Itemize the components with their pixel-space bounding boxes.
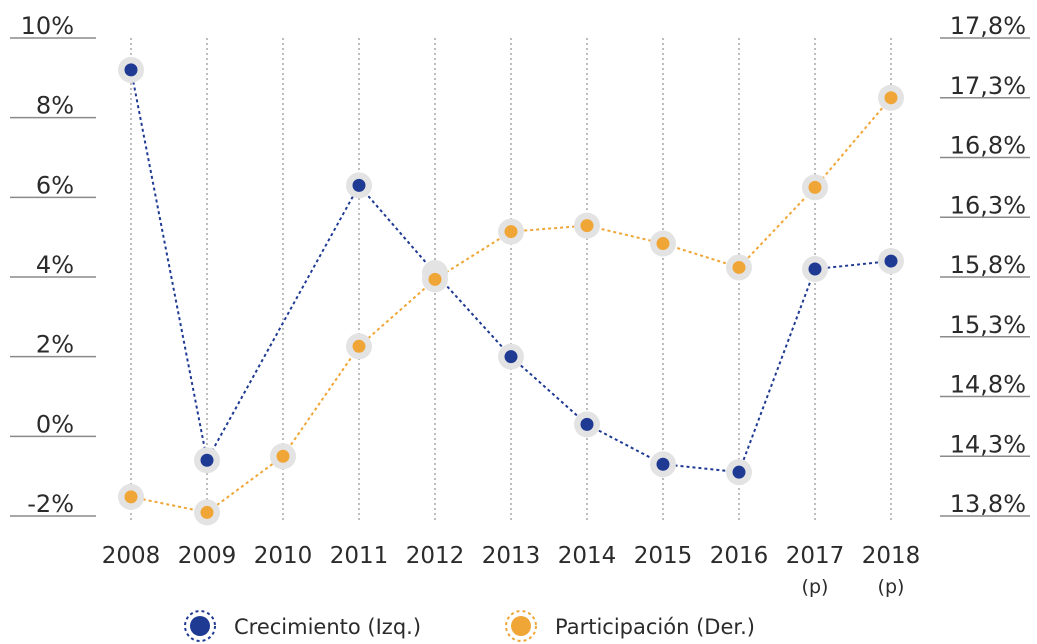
right-axis: 17,8% 17,3% 16,8% 16,3% 15,8% 15,3% 14,8% 14,3%…: [940, 12, 1030, 518]
right-axis-tick-label: 17,8%: [950, 12, 1026, 40]
point-crecimiento: [884, 254, 898, 268]
point-participacion: [884, 91, 898, 105]
right-axis-tick-label: 15,8%: [950, 251, 1026, 279]
series-layer: [118, 56, 904, 526]
point-participacion: [504, 225, 518, 239]
x-axis-tick-label: 2008: [102, 543, 161, 569]
x-axis-tick-label: 2018: [862, 543, 921, 569]
series-line-participacion: [130, 97, 892, 514]
x-axis-tick-label: 2009: [178, 543, 237, 569]
point-crecimiento: [352, 178, 366, 192]
right-axis-tick-label: 14,3%: [950, 430, 1026, 458]
x-axis-tick-label: 2011: [330, 543, 389, 569]
point-crecimiento: [200, 453, 214, 467]
point-participacion: [428, 272, 442, 286]
point-crecimiento: [580, 417, 594, 431]
legend-label-participacion: Participación (Der.): [555, 615, 755, 639]
vertical-gridlines: [130, 38, 892, 520]
series-line-crecimiento: [130, 69, 892, 474]
left-axis-tick-label: 4%: [36, 251, 74, 279]
right-axis-tick-label: 16,8%: [950, 132, 1026, 160]
point-participacion: [808, 180, 822, 194]
x-axis-tick-label: 2012: [406, 543, 465, 569]
point-crecimiento: [808, 262, 822, 276]
legend-marker-participacion: [511, 616, 531, 636]
legend-marker-participacion-ring: [505, 610, 537, 642]
point-crecimiento: [504, 350, 518, 364]
left-axis-tick-label: 6%: [36, 171, 74, 199]
x-axis-tick-label: 2013: [482, 543, 541, 569]
x-axis-tick-suffix: (p): [878, 576, 905, 598]
point-participacion: [200, 505, 214, 519]
point-participacion: [124, 490, 138, 504]
x-axis-tick-label: 2014: [558, 543, 617, 569]
point-participacion: [732, 260, 746, 274]
left-axis: 10% 8% 6% 4% 2% 0% -2%: [10, 12, 96, 518]
x-axis: 2008 2009 2010 2011 2012 2013 2014 2015 2016 2017…: [102, 543, 921, 598]
x-axis-tick-label: 2010: [254, 543, 313, 569]
point-participacion: [276, 449, 290, 463]
right-axis-tick-label: 16,3%: [950, 191, 1026, 219]
right-axis-tick-label: 17,3%: [950, 72, 1026, 100]
right-axis-tick-label: 13,8%: [950, 490, 1026, 518]
x-axis-tick-suffix: (p): [802, 576, 829, 598]
right-axis-tick-label: 14,8%: [950, 371, 1026, 399]
x-axis-tick-label: 2015: [634, 543, 693, 569]
point-participacion: [656, 237, 670, 251]
point-crecimiento: [124, 63, 138, 77]
left-axis-tick-label: -2%: [27, 490, 74, 518]
point-participacion: [352, 339, 366, 353]
left-axis-tick-label: 2%: [36, 331, 74, 359]
x-axis-tick-label: 2017: [786, 543, 845, 569]
legend-marker-crecimiento: [190, 616, 210, 636]
legend-item-participacion: Participación (Der.): [505, 610, 755, 642]
point-participacion: [580, 219, 594, 233]
right-axis-tick-label: 15,3%: [950, 311, 1026, 339]
x-axis-tick-label: 2016: [710, 543, 769, 569]
legend: Crecimiento (Izq.) Participación (Der.): [184, 610, 755, 642]
legend-item-crecimiento: Crecimiento (Izq.): [184, 610, 421, 642]
legend-marker-crecimiento-ring: [184, 610, 216, 642]
left-axis-tick-label: 0%: [36, 410, 74, 438]
left-axis-tick-label: 10%: [21, 12, 74, 40]
legend-label-crecimiento: Crecimiento (Izq.): [234, 615, 421, 639]
point-crecimiento: [656, 457, 670, 471]
left-axis-tick-label: 8%: [36, 92, 74, 120]
point-crecimiento: [732, 465, 746, 479]
